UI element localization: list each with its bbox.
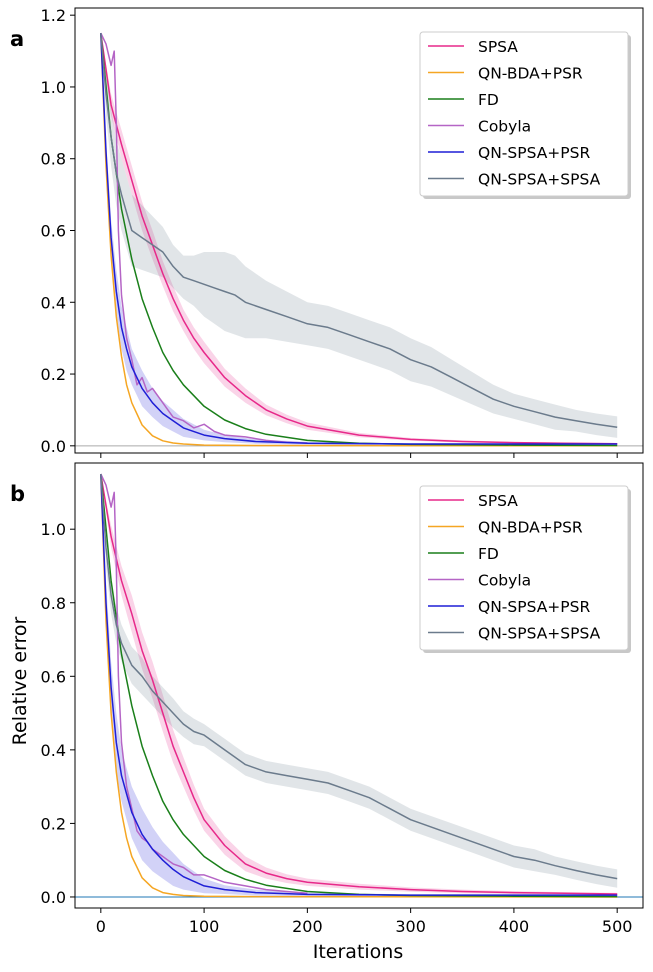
y-axis-title: Relative error <box>9 616 31 745</box>
panel-label: a <box>10 27 24 51</box>
legend-label-cobyla: Cobyla <box>478 572 531 590</box>
x-tick-label: 200 <box>292 917 323 936</box>
line-qn-bda-psr <box>100 33 618 447</box>
line-qn-spsa-spsa <box>100 33 618 428</box>
line-qn-bda-psr <box>100 473 618 898</box>
legend-label-qn-spsa-spsa: QN-SPSA+SPSA <box>478 625 601 643</box>
x-axis-title: Iterations <box>313 941 404 963</box>
line-spsa <box>100 32 618 445</box>
legend-label-qn-bda-psr: QN-BDA+PSR <box>478 519 583 537</box>
legend-label-qn-bda-psr: QN-BDA+PSR <box>478 65 583 83</box>
y-tick-label: 0.4 <box>41 741 66 760</box>
line-spsa <box>100 473 618 895</box>
x-tick-label: 100 <box>189 917 220 936</box>
plot-area <box>75 473 643 898</box>
band-qn-spsa-psr <box>100 474 618 897</box>
legend-label-cobyla: Cobyla <box>478 118 531 136</box>
panel-b: 0.0 0.2 0.4 0.6 0.8 1.0 0 100 200 300 400 500 b SPSA Q… <box>10 462 644 936</box>
line-qn-spsa-psr <box>100 473 618 896</box>
x-tick-label: 0 <box>96 917 106 936</box>
plot-area <box>75 32 643 447</box>
x-tick-label: 300 <box>395 917 426 936</box>
legend-label-fd: FD <box>478 545 499 563</box>
panel-a: 0.0 0.2 0.4 0.6 0.8 1.0 1.2 a SPSA QN-BDA+PSR FD Co… <box>10 6 644 458</box>
y-tick-label: 0.4 <box>41 293 66 312</box>
panel-label: b <box>10 482 25 506</box>
y-tick-label: 0.0 <box>41 437 66 456</box>
legend-label-spsa: SPSA <box>478 492 518 510</box>
y-tick-label: 0.6 <box>41 222 66 241</box>
legend: SPSA QN-BDA+PSR FD Cobyla QN-SPSA+PSR QN-SPSA… <box>419 31 631 199</box>
line-qn-spsa-spsa <box>100 473 618 880</box>
legend: SPSA QN-BDA+PSR FD Cobyla QN-SPSA+PSR QN-SPSA… <box>419 485 631 653</box>
legend-label-fd: FD <box>478 91 499 109</box>
band-qn-spsa-spsa <box>100 33 618 438</box>
y-tick-label: 0.8 <box>41 594 66 613</box>
legend-label-spsa: SPSA <box>478 38 518 56</box>
line-cobyla <box>100 32 308 444</box>
legend-label-qn-spsa-psr: QN-SPSA+PSR <box>478 598 590 616</box>
legend-label-qn-spsa-psr: QN-SPSA+PSR <box>478 144 590 162</box>
y-tick-label: 0.0 <box>41 888 66 907</box>
y-tick-label: 0.2 <box>41 365 66 384</box>
x-tick-label: 500 <box>602 917 633 936</box>
y-tick-label: 0.2 <box>41 814 66 833</box>
plot-frame <box>74 462 644 909</box>
x-tick-label: 400 <box>499 917 530 936</box>
y-tick-label: 1.0 <box>41 78 66 97</box>
y-tick-label: 0.6 <box>41 667 66 686</box>
line-qn-spsa-psr <box>100 33 618 445</box>
legend-label-qn-spsa-spsa: QN-SPSA+SPSA <box>478 171 601 189</box>
y-tick-label: 1.0 <box>41 520 66 539</box>
y-tick-label: 0.8 <box>41 150 66 169</box>
y-tick-label: 1.2 <box>41 6 66 25</box>
